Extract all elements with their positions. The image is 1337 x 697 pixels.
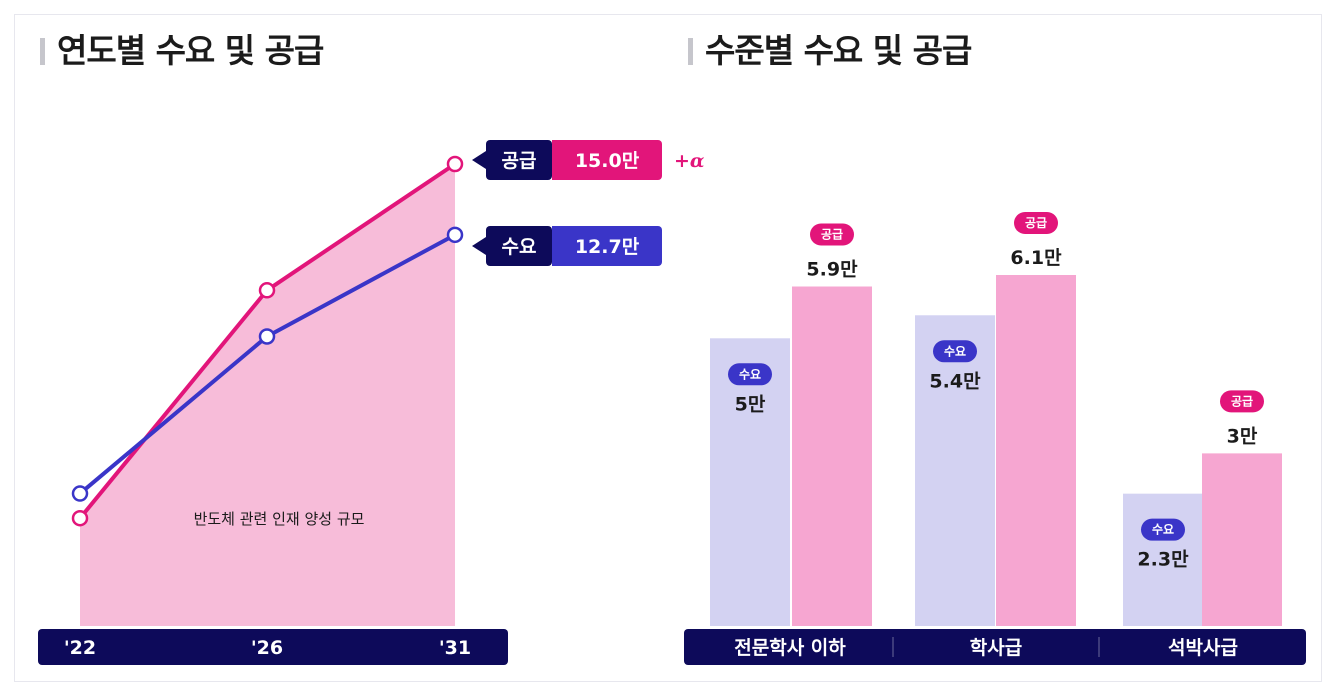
supply-callout-label-box [486,140,552,180]
demand-pill-label: 수요 [944,344,966,358]
demand-value-label: 5.4만 [929,370,981,392]
right-panel-title-text: 수준별 수요 및 공급 [705,31,972,70]
title-marker [688,38,693,65]
demand-pill [1141,518,1185,541]
bar-chart: 전문학사 이하 학사급 석박사급수요5만공급5.9만수요5.4만공급6.1만수요2.… [684,212,1306,665]
demand-callout-label: 수요 [502,236,537,258]
demand-point [446,226,464,244]
supply-pill [810,223,854,246]
left-panel-title-text: 연도별 수요 및 공급 [57,31,324,70]
supply-value-label: 3만 [1227,425,1258,447]
title-marker [40,38,45,65]
x-tick-label: '22 [64,637,96,659]
category-axis-bar [684,629,1306,665]
area-label: 반도체 관련 인재 양성 규모 [194,510,365,528]
supply-value-label: 5.9만 [806,259,858,281]
demand-callout: 수요 12.7만 [472,226,662,266]
supply-callout: 공급 15.0만 [472,140,662,180]
supply-callout-label: 공급 [502,150,537,172]
demand-value-label: 2.3만 [1137,549,1189,571]
supply-pill [1014,212,1058,234]
demand-callout-label-box [486,226,552,266]
supply-point [71,509,89,527]
x-tick-label: '26 [251,637,283,659]
supply-callout-pointer [472,151,486,169]
demand-pill [933,340,977,363]
supply-point [446,155,464,173]
supply-callout-value: 15.0만 [575,150,640,172]
supply-pill-label: 공급 [1231,394,1253,408]
supply-pill-label: 공급 [821,228,843,242]
demand-pill [728,363,772,386]
supply-area [80,164,455,626]
demand-bar [710,338,790,626]
supply-bar [792,286,872,626]
demand-point [258,328,276,345]
x-axis-bar [38,629,508,665]
supply-bar [996,275,1076,626]
left-panel-title: 연도별 수요 및 공급 [40,30,324,72]
demand-bar [915,315,995,626]
supply-callout-value-joint [552,140,560,180]
supply-pill-label: 공급 [1025,216,1047,230]
supply-pill [1220,390,1264,413]
category-label: 전문학사 이하 [734,637,846,659]
demand-point [71,485,89,502]
demand-pill-label: 수요 [739,367,761,381]
category-label: 석박사급 [1168,637,1238,659]
demand-callout-value-joint [552,226,560,266]
supply-value-label: 6.1만 [1010,247,1062,269]
demand-bar [1123,493,1203,626]
category-label: 학사급 [970,637,1022,659]
x-tick-label: '31 [439,637,471,659]
right-panel-title: 수준별 수요 및 공급 [688,30,972,72]
demand-callout-value: 12.7만 [575,236,640,258]
supply-bar [1202,453,1282,626]
supply-point [258,282,276,299]
demand-callout-value-box [552,226,662,266]
supply-callout-value-box [552,140,662,180]
demand-pill-label: 수요 [1152,523,1174,537]
demand-callout-pointer [472,237,486,255]
demand-value-label: 5만 [735,393,766,415]
supply-plus-alpha: +α [674,150,705,172]
